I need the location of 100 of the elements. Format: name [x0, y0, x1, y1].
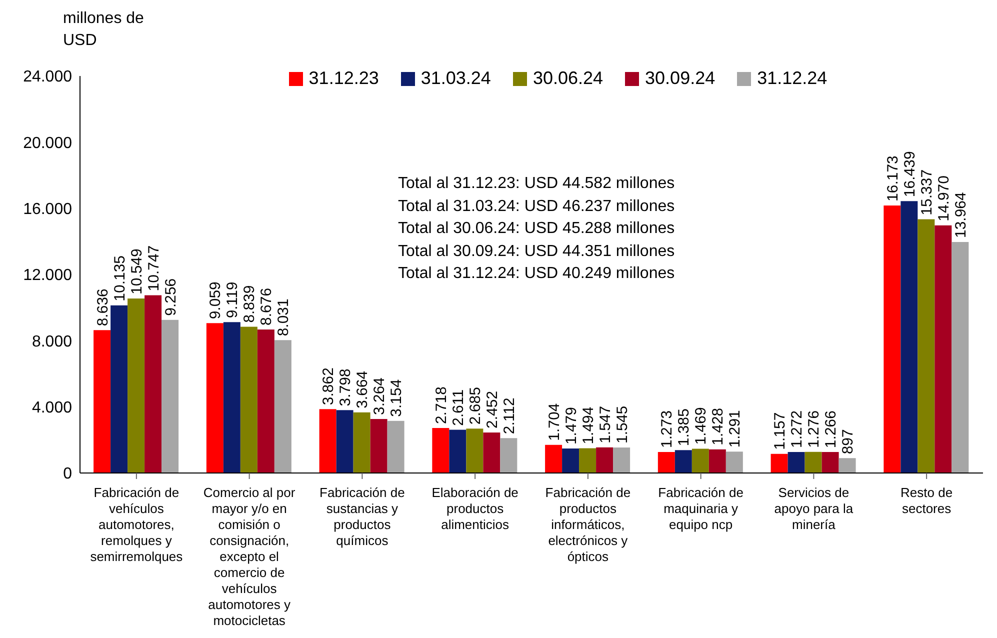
- bar: [274, 340, 292, 473]
- data-label: 3.154: [388, 379, 406, 417]
- legend-label: 31.12.23: [308, 68, 379, 89]
- x-tick-label: Servicios de apoyo para la minería: [774, 485, 854, 532]
- bar: [545, 444, 562, 473]
- data-label: 2.112: [500, 398, 518, 434]
- bar: [336, 410, 354, 473]
- data-label: 2.685: [466, 387, 484, 425]
- data-label: 1.547: [596, 406, 614, 444]
- y-tick-label: 8.000: [32, 333, 72, 350]
- bar: [466, 428, 484, 473]
- bar: [562, 448, 580, 473]
- data-label: 8.031: [275, 298, 292, 336]
- data-label: 8.636: [94, 288, 112, 326]
- bar: [708, 449, 726, 473]
- data-label: 10.747: [145, 245, 162, 292]
- legend-label: 31.03.24: [420, 68, 491, 89]
- bar: [483, 432, 500, 473]
- data-label: 1.157: [772, 412, 789, 450]
- data-label: 16.439: [901, 151, 918, 198]
- bar: [257, 329, 274, 473]
- y-tick-label: 24.000: [23, 68, 72, 86]
- data-label: 3.862: [320, 368, 338, 406]
- data-label: 1.469: [692, 407, 710, 445]
- annotation: Total al 30.09.24: USD 44.351 millones: [398, 242, 675, 262]
- data-label: 14.970: [935, 175, 952, 222]
- data-label: 1.276: [806, 410, 823, 448]
- data-label: 1.494: [580, 406, 597, 444]
- bar: [144, 295, 162, 473]
- data-label: 8.676: [258, 288, 276, 326]
- bar: [726, 452, 743, 473]
- data-label: 897: [840, 429, 857, 454]
- bar: [692, 448, 709, 473]
- bar: [613, 447, 630, 473]
- y-tick-label: 12.000: [23, 267, 72, 284]
- data-label: 9.119: [224, 282, 242, 318]
- bar: [370, 419, 388, 473]
- bar: [353, 412, 370, 473]
- annotation: Total al 31.12.24: USD 40.249 millones: [398, 264, 675, 284]
- data-label: 15.337: [918, 169, 936, 216]
- annotation: Total al 31.12.23: USD 44.582 millones: [398, 174, 675, 194]
- annotation: Total al 31.03.24: USD 46.237 millones: [398, 196, 675, 216]
- bar: [918, 219, 935, 473]
- bar: [658, 452, 675, 473]
- bar: [223, 322, 240, 473]
- bar: [804, 452, 822, 473]
- bar: [934, 225, 952, 473]
- bar: [449, 430, 466, 473]
- x-tick-label: Fabricación de productos informáticos, electrónicos y ópticos: [545, 485, 631, 564]
- data-label: 16.173: [884, 156, 902, 202]
- x-tick-label: Fabricación de maquinaria y equipo ncp: [658, 485, 744, 532]
- legend-label: 30.06.24: [532, 68, 604, 89]
- bar: [387, 420, 404, 473]
- data-label: 1.273: [658, 410, 676, 448]
- bar: [822, 452, 839, 473]
- data-label: 10.135: [111, 255, 128, 302]
- bar: [900, 201, 918, 473]
- bar: [579, 448, 596, 473]
- data-label: 3.798: [337, 368, 354, 406]
- data-label: 1.272: [788, 410, 806, 448]
- data-label: 2.718: [432, 386, 450, 424]
- data-label: 10.549: [128, 248, 146, 294]
- x-tick-label: Elaboración de productos alimenticios: [432, 485, 518, 532]
- data-label: 3.264: [371, 377, 388, 416]
- data-label: 2.611: [450, 389, 467, 426]
- data-label: 1.428: [710, 408, 727, 446]
- data-label: 1.266: [822, 410, 840, 448]
- bar: [674, 450, 692, 473]
- data-label: 9.256: [162, 278, 180, 316]
- y-tick-label: 20.000: [23, 134, 72, 152]
- bar: [596, 447, 614, 473]
- y-axis-title: millones de USD: [63, 9, 145, 51]
- bar: [110, 305, 128, 473]
- bar: [952, 242, 969, 473]
- bar: [94, 330, 111, 473]
- legend-label: 31.12.24: [757, 68, 828, 89]
- bar: [770, 454, 788, 473]
- data-label: 1.545: [614, 406, 631, 444]
- category-label: Comercio al por mayor y/o en comisión o consignación, excepto el comercio de vehículos automotores y motocicletas: [203, 485, 296, 628]
- legend-label: 30.09.24: [645, 68, 716, 89]
- bar: [500, 438, 518, 473]
- annotation: Total al 30.06.24: USD 45.288 millones: [398, 219, 675, 239]
- bar: [838, 458, 856, 473]
- data-label: 3.664: [354, 370, 372, 408]
- x-tick-label: Fabricación de sustancias y productos químicos: [320, 485, 405, 548]
- bar: [788, 452, 805, 473]
- x-tick-label: Resto de sectores: [900, 485, 953, 516]
- data-label: 1.704: [546, 403, 563, 441]
- data-label: 9.059: [207, 282, 224, 320]
- y-tick-label: 16.000: [23, 201, 72, 218]
- data-label: 8.839: [241, 285, 258, 323]
- data-label: 1.291: [726, 410, 744, 448]
- data-label: 1.479: [562, 406, 580, 445]
- data-label: 13.964: [952, 192, 970, 238]
- bar: [319, 409, 336, 473]
- x-tick-label: Fabricación de vehículos automotores, remolques y semirremolques: [90, 485, 184, 564]
- bar: [240, 326, 258, 473]
- bar: [206, 323, 224, 473]
- bar: [884, 205, 901, 473]
- bar: [432, 428, 450, 473]
